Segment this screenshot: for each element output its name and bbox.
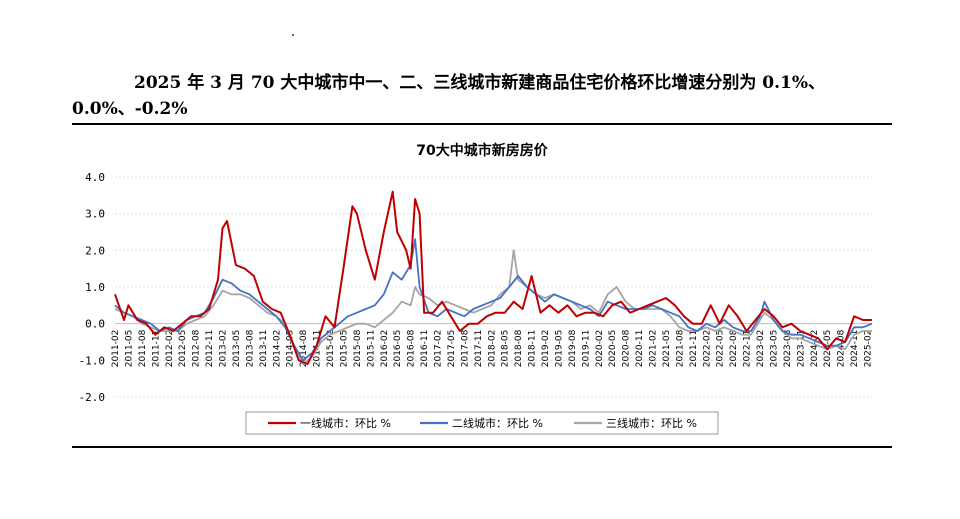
- x-tick-label: 2021-11: [689, 330, 699, 368]
- headline: 2025 年 3 月 70 大中城市中一、二、三线城市新建商品住宅价格环比增速分…: [72, 70, 892, 122]
- bottom-rule: [72, 446, 892, 448]
- x-tick-label: 2015-11: [366, 330, 376, 368]
- x-tick-label: 2016-02: [380, 330, 390, 368]
- x-tick-label: 2021-02: [649, 330, 659, 368]
- x-tick-label: 2022-02: [702, 330, 712, 368]
- x-tick-label: 2017-02: [434, 330, 444, 368]
- x-tick-label: 2025-02: [864, 330, 874, 368]
- series-line-1: [114, 190, 872, 365]
- x-tick-label: 2017-11: [474, 330, 484, 368]
- series-lines: [114, 190, 873, 365]
- x-axis: 2011-02 2011-05 2011-08 2011-11 2012-02 2012-…: [111, 329, 874, 367]
- x-tick-label: 2013-11: [259, 330, 269, 368]
- y-tick-label: -1.0: [79, 354, 106, 367]
- x-tick-label: 2020-02: [595, 330, 605, 368]
- x-tick-label: 2020-05: [608, 330, 618, 368]
- x-tick-label: 2017-05: [447, 330, 457, 368]
- x-tick-label: 2020-08: [622, 329, 632, 367]
- x-tick-label: 2012-05: [178, 330, 188, 368]
- x-tick-label: 2012-08: [192, 329, 202, 367]
- x-tick-label: 2019-02: [541, 330, 551, 368]
- y-axis: 4.0 3.0 2.0 1.0 0.0 -1.0 -2.0: [79, 171, 106, 404]
- x-tick-label: 2012-11: [205, 330, 215, 368]
- legend-label: 一线城市：环比 %: [300, 416, 391, 430]
- x-tick-label: 2023-11: [796, 330, 806, 368]
- x-tick-label: 2011-08: [138, 329, 148, 367]
- y-tick-label: 1.0: [85, 281, 105, 294]
- x-tick-label: 2023-02: [756, 330, 766, 368]
- y-tick-label: 4.0: [85, 171, 105, 184]
- x-tick-label: 2013-08: [245, 329, 255, 367]
- y-tick-label: 2.0: [85, 244, 105, 257]
- x-tick-label: 2019-11: [581, 330, 591, 368]
- x-tick-label: 2024-11: [850, 330, 860, 368]
- x-tick-label: 2011-11: [151, 330, 161, 368]
- x-tick-label: 2011-05: [124, 330, 134, 368]
- x-tick-label: 2019-08: [568, 329, 578, 367]
- x-tick-label: 2017-08: [460, 329, 470, 367]
- x-tick-label: 2023-05: [769, 330, 779, 368]
- x-tick-label: 2024-02: [810, 330, 820, 368]
- headline-line-2: 0.0%、-0.2%: [72, 99, 188, 119]
- stray-dot: [292, 34, 294, 36]
- series-line-2: [114, 238, 873, 362]
- x-tick-label: 2014-02: [272, 330, 282, 368]
- x-tick-label: 2018-11: [528, 330, 538, 368]
- x-tick-label: 2016-05: [393, 330, 403, 368]
- x-tick-label: 2022-05: [716, 330, 726, 368]
- legend-label: 三线城市：环比 %: [606, 416, 697, 430]
- x-tick-label: 2012-02: [165, 330, 175, 368]
- x-tick-label: 2021-05: [662, 330, 672, 368]
- chart-title: 70大中城市新房房价: [416, 142, 548, 159]
- x-tick-label: 2022-08: [729, 329, 739, 367]
- x-tick-label: 2021-08: [675, 329, 685, 367]
- grid-lines: [115, 176, 872, 398]
- x-tick-label: 2020-11: [635, 330, 645, 368]
- legend: 一线城市：环比 % 二线城市：环比 % 三线城市：环比 %: [245, 411, 719, 435]
- x-tick-label: 2018-02: [487, 330, 497, 368]
- x-tick-label: 2018-08: [514, 329, 524, 367]
- x-tick-label: 2016-08: [407, 329, 417, 367]
- x-tick-label: 2011-02: [111, 330, 121, 368]
- y-tick-label: -2.0: [79, 391, 106, 404]
- x-tick-label: 2015-05: [339, 330, 349, 368]
- headline-line-1: 2025 年 3 月 70 大中城市中一、二、三线城市新建商品住宅价格环比增速分…: [134, 73, 826, 93]
- x-tick-label: 2015-02: [326, 330, 336, 368]
- y-tick-label: 3.0: [85, 208, 105, 221]
- x-tick-label: 2013-02: [219, 330, 229, 368]
- x-tick-label: 2019-05: [554, 330, 564, 368]
- x-tick-label: 2014-05: [286, 330, 296, 368]
- x-tick-label: 2022-11: [743, 330, 753, 368]
- x-tick-label: 2013-05: [232, 330, 242, 368]
- x-tick-label: 2018-05: [501, 330, 511, 368]
- x-tick-label: 2023-08: [783, 329, 793, 367]
- x-tick-label: 2016-11: [420, 330, 430, 368]
- y-tick-label: 0.0: [85, 318, 105, 331]
- legend-label: 二线城市：环比 %: [452, 416, 543, 430]
- x-tick-label: 2014-08: [299, 329, 309, 367]
- x-tick-label: 2015-08: [353, 329, 363, 367]
- top-rule: [72, 123, 892, 125]
